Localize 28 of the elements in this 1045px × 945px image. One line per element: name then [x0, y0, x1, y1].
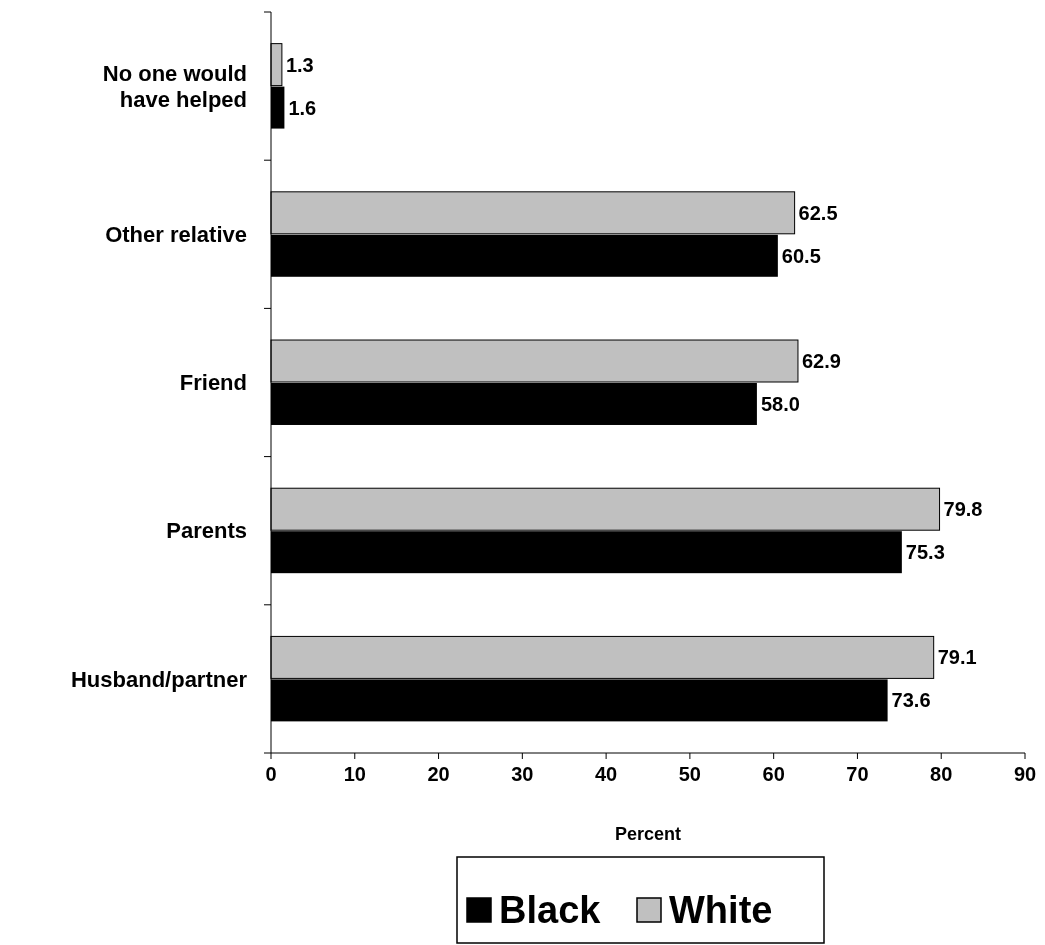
data-label: 60.5	[781, 244, 821, 267]
x-tick-label: 80	[930, 763, 953, 785]
data-label: 62.9	[801, 350, 841, 373]
x-tick-label: 70	[846, 763, 869, 785]
legend-label: Black	[499, 889, 602, 932]
data-label: 75.3	[905, 541, 945, 564]
x-tick-label: 90	[1013, 763, 1037, 785]
data-label: 79.8	[943, 498, 983, 521]
x-tick-label: 20	[427, 763, 450, 785]
x-axis-title: Percent	[614, 824, 682, 844]
x-tick-label: 40	[594, 763, 618, 785]
x-tick-label: 30	[511, 763, 534, 785]
data-label: 62.5	[798, 201, 838, 224]
data-label: 1.3	[285, 53, 314, 76]
y-tick-label: Other relative	[105, 222, 247, 247]
x-tick-label: 50	[678, 763, 702, 785]
y-tick-label: Parents	[166, 518, 247, 544]
data-label: 1.6	[288, 96, 317, 119]
y-tick-label: No one would have helped	[102, 60, 247, 112]
y-tick-label: Friend	[179, 370, 247, 396]
data-label: 73.6	[891, 689, 931, 712]
x-tick-label: 0	[265, 763, 277, 785]
y-tick-label: Husband/partner	[70, 666, 248, 692]
data-label: 58.0	[760, 392, 800, 415]
x-tick-label: 10	[343, 763, 366, 785]
legend-label: White	[669, 889, 773, 932]
x-tick-label: 60	[762, 763, 785, 785]
data-label: 79.1	[937, 646, 977, 669]
